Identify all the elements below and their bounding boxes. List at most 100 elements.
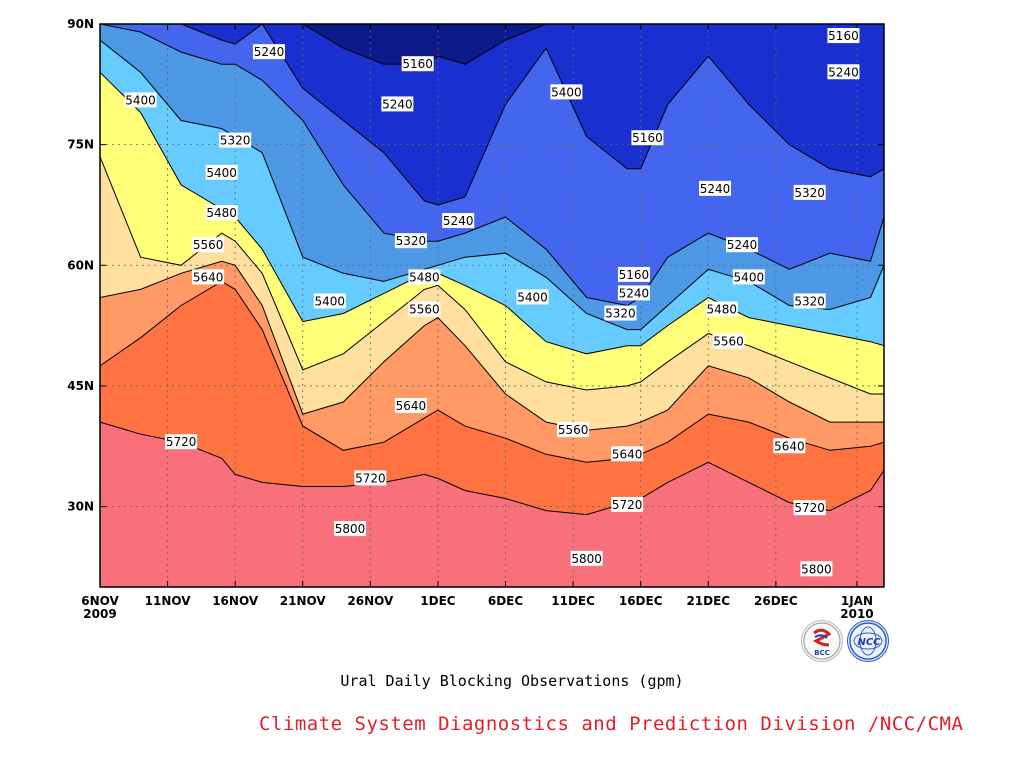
contour-label-box — [381, 96, 414, 112]
contour-label-box — [726, 237, 759, 253]
bcc-logo-text: BCC — [814, 649, 830, 657]
contour-label-box — [617, 266, 650, 282]
contour-label: 5480 — [205, 205, 238, 221]
y-tick-label: 30N — [67, 500, 94, 514]
contour-label-box — [401, 56, 434, 72]
contour-line-5240 — [100, 24, 884, 307]
contour-label: 5400 — [205, 164, 238, 180]
contour-label-box — [631, 130, 664, 146]
contour-band-5160 — [100, 24, 884, 205]
contour-line-5560 — [100, 260, 884, 431]
contour-label: 5240 — [827, 64, 860, 80]
plot-area — [100, 24, 884, 587]
x-tick-label: 21NOV — [280, 594, 327, 608]
contour-label-text: 5400 — [206, 166, 237, 180]
plot-frame — [99, 23, 885, 588]
contour-label-box — [732, 269, 765, 285]
y-tick-label: 90N — [67, 17, 94, 31]
contour-label: 5400 — [516, 289, 549, 305]
contour-label-box — [611, 496, 644, 512]
contour-label-text: 5160 — [632, 131, 663, 145]
contour-label-text: 5160 — [828, 29, 859, 43]
contour-label: 5320 — [604, 305, 637, 321]
contour-label-text: 5240 — [254, 45, 285, 59]
contour-bands — [100, 24, 884, 515]
contour-label-text: 5320 — [605, 307, 636, 321]
contour-label-text: 5640 — [612, 447, 643, 461]
contour-label-text: 5400 — [517, 290, 548, 304]
contour-label-box — [617, 285, 650, 301]
x-tick-year-label: 2010 — [840, 607, 873, 621]
contour-label-text: 5240 — [619, 286, 650, 300]
y-tick-label: 45N — [67, 379, 94, 393]
contour-label-text: 5560 — [409, 303, 440, 317]
contour-label-text: 5320 — [794, 294, 825, 308]
y-tick-label: 75N — [67, 138, 94, 152]
contour-label-text: 5800 — [801, 562, 832, 576]
contour-label-text: 5400 — [125, 93, 156, 107]
contour-label-box — [516, 289, 549, 305]
x-tick-label: 16NOV — [212, 594, 259, 608]
bcc-logo-icon: BCC — [801, 620, 843, 662]
contour-label-box — [394, 398, 427, 414]
contour-label: 5320 — [793, 184, 826, 200]
contour-label: 5160 — [617, 266, 650, 282]
contour-label: 5720 — [354, 470, 387, 486]
contour-label: 5640 — [611, 446, 644, 462]
contour-label: 5640 — [773, 438, 806, 454]
contour-label-box — [827, 64, 860, 80]
contour-label: 5240 — [442, 213, 475, 229]
contour-label-text: 5400 — [551, 85, 582, 99]
contour-label: 5160 — [401, 56, 434, 72]
contour-line-5480 — [100, 156, 884, 395]
gridlines — [100, 24, 884, 587]
contour-label-text: 5800 — [571, 552, 602, 566]
x-tick-label: 1JAN — [841, 594, 873, 608]
contour-label-box — [793, 293, 826, 309]
axis-ticks — [99, 23, 884, 587]
contour-label: 5160 — [827, 28, 860, 44]
contour-label: 5800 — [334, 521, 367, 537]
contour-line-5080 — [100, 24, 884, 65]
contour-label-text: 5400 — [734, 270, 765, 284]
contour-label-box — [334, 521, 367, 537]
contour-label-text: 5800 — [335, 522, 366, 536]
contour-label-box — [313, 293, 346, 309]
contour-label-box — [604, 305, 637, 321]
contour-label: 5560 — [557, 422, 590, 438]
credit-text: Climate System Diagnostics and Predictio… — [259, 713, 964, 735]
contour-label-box — [611, 446, 644, 462]
contour-label-box — [773, 438, 806, 454]
contour-label-text: 5720 — [794, 501, 825, 515]
contour-label-text: 5560 — [713, 335, 744, 349]
contour-label-box — [699, 180, 732, 196]
contour-label-text: 5640 — [193, 270, 224, 284]
x-tick-label: 16DEC — [619, 594, 663, 608]
contour-label-box — [408, 269, 441, 285]
contour-labels: 5240 5160 5240 5400 5400 5160 5240 5320 5160 5400… — [124, 28, 860, 577]
contour-line-5160 — [100, 24, 884, 206]
ncc-logo-icon: NCC — [847, 620, 889, 662]
contour-label: 5400 — [732, 269, 765, 285]
contour-label-text: 5480 — [707, 303, 738, 317]
contour-label: 5560 — [712, 333, 745, 349]
x-tick-label: 21DEC — [686, 594, 730, 608]
x-tick-label: 11NOV — [145, 594, 192, 608]
contour-label-text: 5320 — [220, 134, 251, 148]
contour-label: 5240 — [381, 96, 414, 112]
contour-label: 5640 — [394, 398, 427, 414]
contour-band-5080 — [100, 24, 884, 65]
contour-label: 5400 — [124, 92, 157, 108]
x-tick-label: 6DEC — [488, 594, 524, 608]
contour-label-text: 5720 — [355, 471, 386, 485]
contour-label-box — [827, 28, 860, 44]
contour-label-text: 5480 — [409, 270, 440, 284]
contour-label-box — [705, 301, 738, 317]
contour-label-box — [557, 422, 590, 438]
contour-label-text: 5560 — [558, 423, 589, 437]
contour-label: 5640 — [192, 269, 225, 285]
contour-label: 5400 — [550, 84, 583, 100]
contour-label: 5320 — [793, 293, 826, 309]
ncc-logo-text: NCC — [857, 637, 881, 648]
